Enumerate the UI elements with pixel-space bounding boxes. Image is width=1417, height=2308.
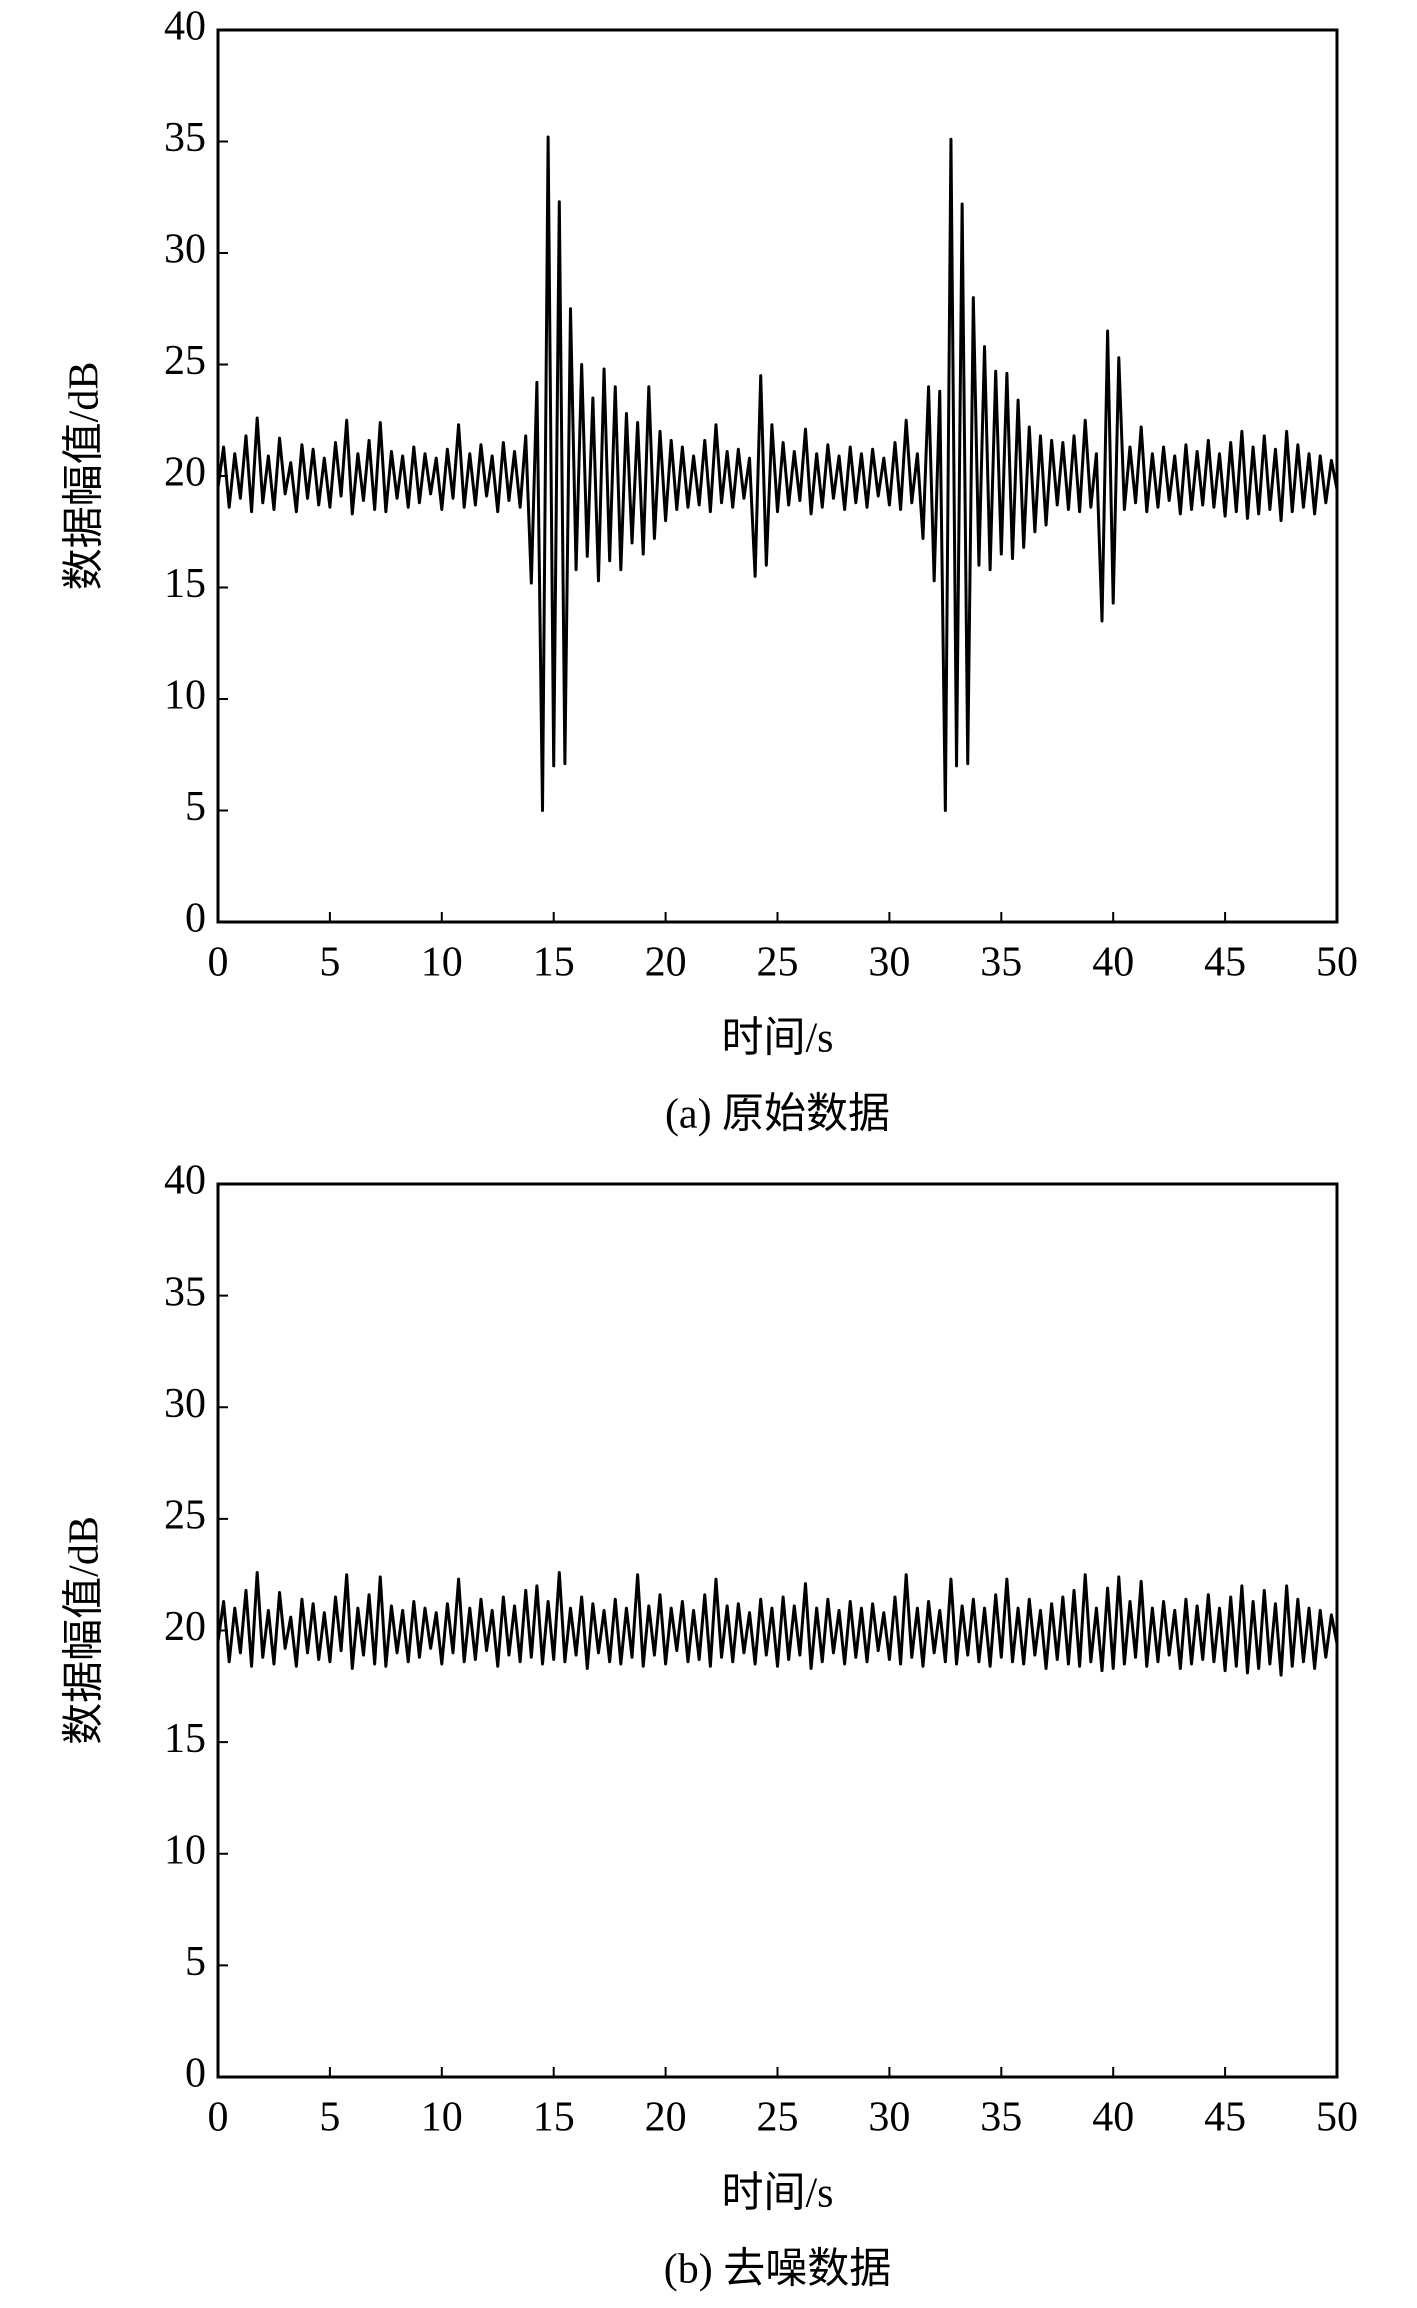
plot-frame — [216, 1182, 1339, 2079]
y-tick-label: 10 — [164, 673, 206, 719]
y-axis-label: 数据幅值/dB — [62, 1516, 108, 1745]
x-tick-label: 45 — [1204, 2095, 1246, 2141]
y-tick-label: 25 — [164, 1493, 206, 1539]
y-tick-label: 40 — [164, 1158, 206, 1204]
x-tick-label: 50 — [1316, 940, 1358, 986]
x-tick-label: 10 — [421, 2095, 463, 2141]
y-tick-label: 20 — [164, 1604, 206, 1650]
y-tick-label: 5 — [185, 784, 206, 830]
x-tick-label: 20 — [645, 940, 687, 986]
x-tick-label: 40 — [1092, 2095, 1134, 2141]
y-axis-label: 数据幅值/dB — [62, 362, 108, 591]
y-tick-label: 15 — [164, 1716, 206, 1762]
data-line — [216, 1570, 1339, 1677]
x-axis-label: 时间/s — [721, 2171, 833, 2217]
chart-caption: (a) 原始数据 — [665, 1092, 890, 1138]
x-tick-label: 10 — [421, 940, 463, 986]
y-tick-label: 40 — [164, 4, 206, 50]
x-tick-label: 35 — [980, 2095, 1022, 2141]
y-tick-label: 5 — [185, 1939, 206, 1985]
x-tick-label: 5 — [319, 940, 340, 986]
y-tick-label: 30 — [164, 227, 206, 273]
x-tick-label: 15 — [533, 940, 575, 986]
x-tick-label: 15 — [533, 2095, 575, 2141]
x-tick-label: 30 — [868, 940, 910, 986]
chart-caption: (b) 去噪数据 — [664, 2247, 891, 2293]
x-tick-label: 30 — [868, 2095, 910, 2141]
y-tick-label: 15 — [164, 561, 206, 607]
y-tick-label: 10 — [164, 1827, 206, 1873]
x-tick-label: 25 — [757, 2095, 799, 2141]
x-tick-label: 35 — [980, 940, 1022, 986]
y-tick-label: 0 — [185, 2051, 206, 2097]
x-axis-label: 时间/s — [721, 1016, 833, 1062]
y-tick-label: 35 — [164, 115, 206, 161]
y-tick-label: 35 — [164, 1269, 206, 1315]
x-tick-label: 45 — [1204, 940, 1246, 986]
x-tick-label: 40 — [1092, 940, 1134, 986]
plot-frame — [216, 28, 1339, 924]
y-tick-label: 30 — [164, 1381, 206, 1427]
x-tick-label: 25 — [757, 940, 799, 986]
data-line — [216, 135, 1339, 812]
x-tick-label: 5 — [319, 2095, 340, 2141]
x-tick-label: 50 — [1316, 2095, 1358, 2141]
x-tick-label: 20 — [645, 2095, 687, 2141]
x-tick-label: 0 — [208, 940, 229, 986]
y-tick-label: 0 — [185, 896, 206, 942]
y-tick-label: 25 — [164, 338, 206, 384]
y-tick-label: 20 — [164, 450, 206, 496]
x-tick-label: 0 — [208, 2095, 229, 2141]
